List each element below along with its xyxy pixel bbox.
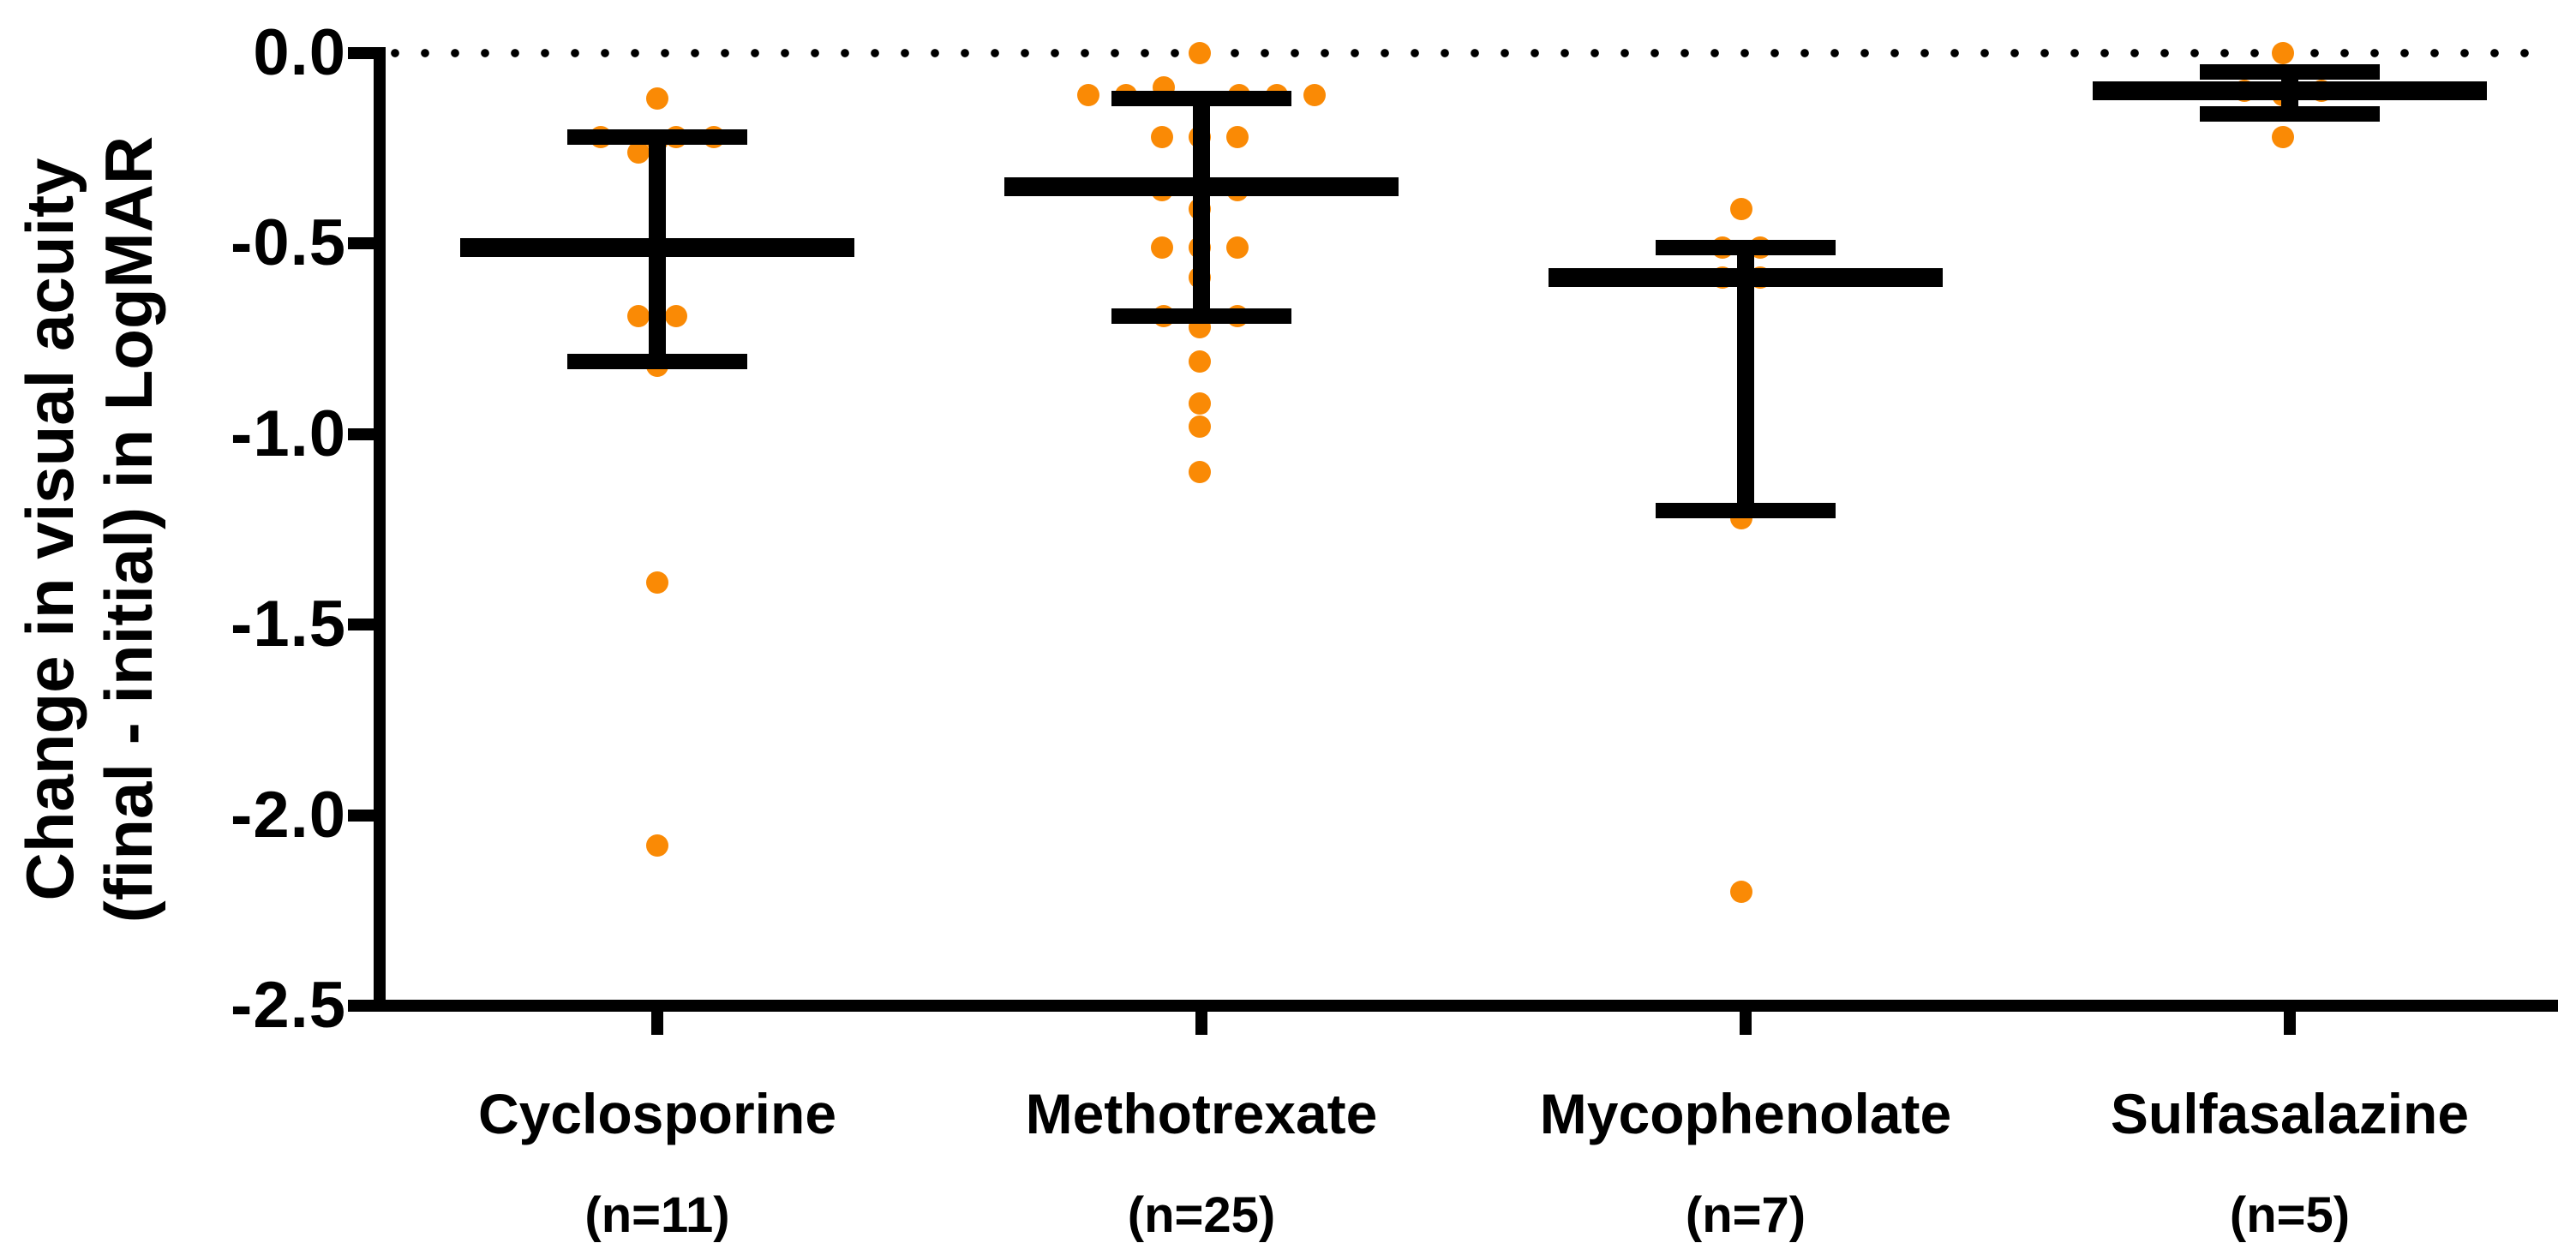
x-axis-line xyxy=(374,1000,2558,1012)
x-tick xyxy=(2284,1006,2296,1035)
error-cap-upper xyxy=(2200,64,2380,81)
data-point xyxy=(2272,42,2294,64)
y-tick xyxy=(348,1000,374,1012)
y-tick-label: -0.5 xyxy=(231,206,346,280)
y-tick-label: 0.0 xyxy=(253,16,346,89)
y-tick xyxy=(348,427,374,440)
data-point xyxy=(665,304,687,327)
data-point xyxy=(1189,392,1211,415)
x-category-n-label: (n=11) xyxy=(584,1187,730,1243)
data-point xyxy=(1226,236,1249,259)
data-point xyxy=(2272,125,2294,148)
x-tick xyxy=(651,1006,663,1035)
x-category-n-label: (n=7) xyxy=(1685,1187,1806,1243)
mean-line xyxy=(2093,81,2487,101)
y-tick xyxy=(348,809,374,822)
data-point xyxy=(627,304,650,327)
error-cap-upper xyxy=(567,128,747,145)
y-tick xyxy=(348,237,374,250)
y-axis-line xyxy=(374,47,386,1012)
x-category-n-label: (n=5) xyxy=(2229,1187,2351,1243)
data-point xyxy=(1226,125,1249,148)
x-category-n-label: (n=25) xyxy=(1127,1187,1276,1243)
data-point xyxy=(646,87,668,111)
zero-reference-line xyxy=(390,48,2541,58)
x-category-label: Sulfasalazine xyxy=(2110,1082,2470,1145)
data-point xyxy=(627,140,650,164)
data-point xyxy=(1189,461,1211,484)
data-point xyxy=(1151,236,1173,259)
x-category-label: Cyclosporine xyxy=(477,1082,837,1145)
y-tick-label: -1.0 xyxy=(231,397,346,470)
data-point xyxy=(1189,350,1211,374)
y-tick xyxy=(348,619,374,631)
error-cap-lower xyxy=(1656,502,1836,518)
y-tick xyxy=(348,47,374,59)
data-point xyxy=(1077,83,1099,106)
x-tick xyxy=(1195,1006,1207,1035)
data-point xyxy=(1303,83,1326,106)
data-point xyxy=(646,834,668,858)
y-tick-label: -1.5 xyxy=(231,588,346,661)
x-category-label: Mycophenolate xyxy=(1539,1082,1952,1145)
data-point xyxy=(646,571,668,595)
data-point xyxy=(1730,198,1752,221)
error-cap-upper xyxy=(1111,91,1291,107)
error-cap-upper xyxy=(1656,239,1836,255)
y-tick-label: -2.0 xyxy=(231,778,346,852)
error-bar-vertical xyxy=(1737,247,1754,511)
data-point xyxy=(1730,880,1752,903)
x-tick xyxy=(1740,1006,1752,1035)
data-point xyxy=(1189,42,1211,64)
error-bar-vertical xyxy=(1193,99,1210,316)
y-tick-label: -2.5 xyxy=(231,969,346,1042)
mean-line xyxy=(1004,176,1399,196)
error-cap-lower xyxy=(1111,308,1291,324)
x-category-label: Methotrexate xyxy=(1025,1082,1378,1145)
mean-line xyxy=(460,237,854,257)
mean-line xyxy=(1549,268,1943,288)
data-point xyxy=(1151,125,1173,148)
data-point xyxy=(1189,415,1211,438)
error-cap-lower xyxy=(567,354,747,370)
error-cap-lower xyxy=(2200,106,2380,123)
